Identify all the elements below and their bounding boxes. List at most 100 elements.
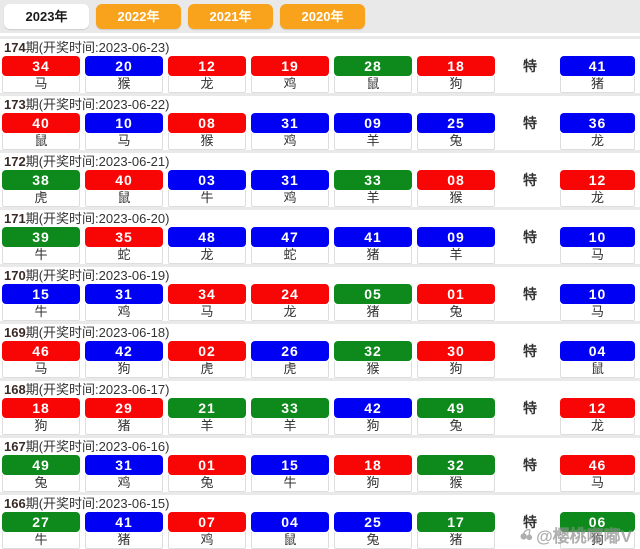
ball-number: 40 bbox=[85, 170, 163, 190]
ball: 30 狗 bbox=[417, 341, 495, 378]
ball: 03 牛 bbox=[168, 170, 246, 207]
ball-zodiac-label: 虎 bbox=[251, 361, 329, 378]
ball-number: 12 bbox=[168, 56, 246, 76]
ball-number: 15 bbox=[251, 455, 329, 475]
ball-number: 41 bbox=[85, 512, 163, 532]
draw-issue: 170 bbox=[4, 268, 26, 283]
draw-row: 174期(开奖时间:2023-06-23) 34 马 20 猴 12 龙 19 鸡 28 鼠 18 狗… bbox=[0, 36, 640, 93]
tab-2020年[interactable]: 2020年 bbox=[280, 4, 365, 29]
special-ball: 06 狗 bbox=[560, 512, 635, 549]
special-label: 特 bbox=[523, 172, 537, 188]
ball-row: 39 牛 35 蛇 48 龙 47 蛇 41 猪 09 羊 特 10 马 bbox=[0, 227, 640, 264]
ball-number: 38 bbox=[2, 170, 80, 190]
ball-number: 32 bbox=[417, 455, 495, 475]
tab-2021年[interactable]: 2021年 bbox=[188, 4, 273, 29]
draw-issue: 168 bbox=[4, 382, 26, 397]
ball-zodiac-label: 狗 bbox=[85, 361, 163, 378]
ball-zodiac-label: 猴 bbox=[168, 133, 246, 150]
ball-number: 20 bbox=[85, 56, 163, 76]
ball-number: 31 bbox=[251, 113, 329, 133]
ball: 18 狗 bbox=[2, 398, 80, 435]
draw-row: 170期(开奖时间:2023-06-19) 15 牛 31 鸡 34 马 24 龙 05 猪 01 兔… bbox=[0, 264, 640, 321]
special-slot: 06 狗 bbox=[560, 512, 635, 549]
ball-number: 31 bbox=[85, 455, 163, 475]
ball-zodiac-label: 马 bbox=[2, 361, 80, 378]
ball: 17 猪 bbox=[417, 512, 495, 549]
ball-number: 04 bbox=[560, 341, 635, 361]
ball: 31 鸡 bbox=[251, 170, 329, 207]
ball-number: 29 bbox=[85, 398, 163, 418]
ball-zodiac-label: 龙 bbox=[251, 304, 329, 321]
ball-number: 02 bbox=[168, 341, 246, 361]
ball-number: 04 bbox=[251, 512, 329, 532]
ball-number: 10 bbox=[560, 227, 635, 247]
ball-zodiac-label: 虎 bbox=[2, 190, 80, 207]
ball: 31 鸡 bbox=[85, 284, 163, 321]
special-ball: 12 龙 bbox=[560, 170, 635, 207]
ball-number: 19 bbox=[251, 56, 329, 76]
special-spacer: 特 bbox=[500, 170, 560, 190]
ball: 25 兔 bbox=[417, 113, 495, 150]
ball-cells: 15 牛 31 鸡 34 马 24 龙 05 猪 01 兔 bbox=[2, 284, 500, 321]
ball-number: 31 bbox=[85, 284, 163, 304]
ball-cells: 34 马 20 猴 12 龙 19 鸡 28 鼠 18 狗 bbox=[2, 56, 500, 93]
special-label: 特 bbox=[523, 400, 537, 416]
draw-row: 168期(开奖时间:2023-06-17) 18 狗 29 猪 21 羊 33 羊 42 狗 49 兔… bbox=[0, 378, 640, 435]
special-slot: 04 鼠 bbox=[560, 341, 635, 378]
ball-number: 41 bbox=[334, 227, 412, 247]
ball: 33 羊 bbox=[334, 170, 412, 207]
ball: 01 兔 bbox=[417, 284, 495, 321]
ball: 15 牛 bbox=[2, 284, 80, 321]
ball: 28 鼠 bbox=[334, 56, 412, 93]
ball-zodiac-label: 鼠 bbox=[2, 133, 80, 150]
ball: 42 狗 bbox=[85, 341, 163, 378]
ball-zodiac-label: 牛 bbox=[2, 247, 80, 264]
tab-2022年[interactable]: 2022年 bbox=[96, 4, 181, 29]
draw-issue: 166 bbox=[4, 496, 26, 511]
ball-number: 42 bbox=[85, 341, 163, 361]
ball-number: 21 bbox=[168, 398, 246, 418]
ball-number: 05 bbox=[334, 284, 412, 304]
draw-issue: 169 bbox=[4, 325, 26, 340]
ball-zodiac-label: 猴 bbox=[334, 361, 412, 378]
special-spacer: 特 bbox=[500, 56, 560, 76]
ball-row: 34 马 20 猴 12 龙 19 鸡 28 鼠 18 狗 特 41 猪 bbox=[0, 56, 640, 93]
ball-zodiac-label: 猴 bbox=[417, 190, 495, 207]
special-ball: 10 马 bbox=[560, 284, 635, 321]
draw-time: 期(开奖时间:2023-06-19) bbox=[25, 268, 170, 283]
special-slot: 10 马 bbox=[560, 284, 635, 321]
ball-zodiac-label: 兔 bbox=[334, 532, 412, 549]
ball-zodiac-label: 鸡 bbox=[251, 76, 329, 93]
special-slot: 12 龙 bbox=[560, 170, 635, 207]
ball: 26 虎 bbox=[251, 341, 329, 378]
ball: 41 猪 bbox=[334, 227, 412, 264]
ball-zodiac-label: 蛇 bbox=[85, 247, 163, 264]
ball: 05 猪 bbox=[334, 284, 412, 321]
ball-zodiac-label: 鼠 bbox=[251, 532, 329, 549]
draw-issue: 172 bbox=[4, 154, 26, 169]
draw-issue: 173 bbox=[4, 97, 26, 112]
ball: 46 马 bbox=[2, 341, 80, 378]
ball-number: 26 bbox=[251, 341, 329, 361]
ball-number: 33 bbox=[334, 170, 412, 190]
ball-number: 07 bbox=[168, 512, 246, 532]
ball-number: 35 bbox=[85, 227, 163, 247]
ball: 33 羊 bbox=[251, 398, 329, 435]
ball: 29 猪 bbox=[85, 398, 163, 435]
ball: 40 鼠 bbox=[2, 113, 80, 150]
special-slot: 46 马 bbox=[560, 455, 635, 492]
ball-cells: 38 虎 40 鼠 03 牛 31 鸡 33 羊 08 猴 bbox=[2, 170, 500, 207]
draw-row: 167期(开奖时间:2023-06-16) 49 兔 31 鸡 01 兔 15 牛 18 狗 32 猴… bbox=[0, 435, 640, 492]
ball-number: 06 bbox=[560, 512, 635, 532]
special-label: 特 bbox=[523, 286, 537, 302]
ball-cells: 46 马 42 狗 02 虎 26 虎 32 猴 30 狗 bbox=[2, 341, 500, 378]
draw-time: 期(开奖时间:2023-06-20) bbox=[25, 211, 170, 226]
ball: 40 鼠 bbox=[85, 170, 163, 207]
ball: 20 猴 bbox=[85, 56, 163, 93]
tab-2023年[interactable]: 2023年 bbox=[4, 4, 89, 29]
ball-zodiac-label: 猪 bbox=[560, 76, 635, 93]
ball-row: 27 牛 41 猪 07 鸡 04 鼠 25 兔 17 猪 特 06 狗 bbox=[0, 512, 640, 549]
ball-zodiac-label: 马 bbox=[168, 304, 246, 321]
ball-zodiac-label: 猴 bbox=[417, 475, 495, 492]
